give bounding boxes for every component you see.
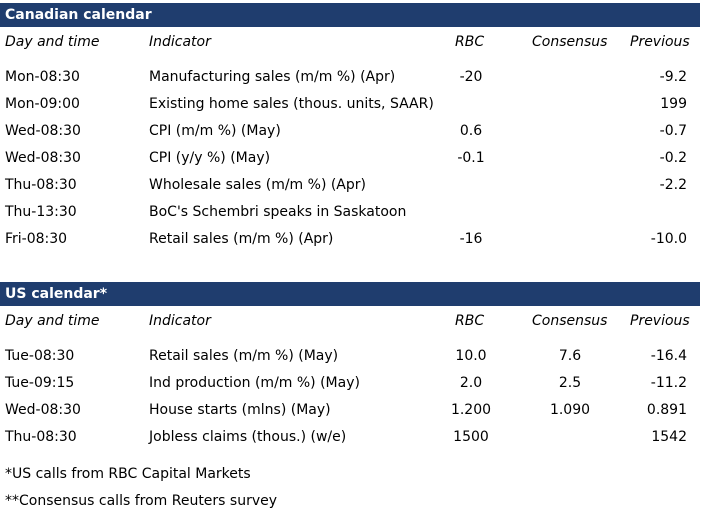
cell-day-time: Tue-09:15 xyxy=(5,375,75,391)
cell-rbc: -0.1 xyxy=(457,150,485,166)
table-row: Thu-08:30 Jobless claims (thous.) (w/e) 15… xyxy=(0,424,703,451)
table-row: Wed-08:30 CPI (y/y %) (May) -0.1 -0.2 xyxy=(0,145,703,172)
cell-indicator: House starts (mlns) (May) xyxy=(149,402,331,418)
header-day-time: Day and time xyxy=(5,313,100,329)
table-row: Wed-08:30 CPI (m/m %) (May) 0.6 -0.7 xyxy=(0,118,703,145)
header-consensus: Consensus xyxy=(532,313,608,329)
header-consensus: Consensus xyxy=(532,34,608,50)
cell-previous: -2.2 xyxy=(659,177,687,193)
cell-day-time: Mon-09:00 xyxy=(5,96,80,112)
cell-indicator: Jobless claims (thous.) (w/e) xyxy=(149,429,347,445)
cell-previous: -0.7 xyxy=(659,123,687,139)
cell-day-time: Fri-08:30 xyxy=(5,231,68,247)
cell-indicator: BoC's Schembri speaks in Saskatoon xyxy=(149,204,407,220)
cell-indicator: Retail sales (m/m %) (Apr) xyxy=(149,231,334,247)
cell-previous: 199 xyxy=(660,96,687,112)
cell-previous: -0.2 xyxy=(659,150,687,166)
cell-previous: -10.0 xyxy=(650,231,687,247)
cell-previous: -11.2 xyxy=(650,375,687,391)
canadian-calendar-header: Day and time Indicator RBC Consensus Pre… xyxy=(0,29,703,56)
cell-previous: 0.891 xyxy=(646,402,687,418)
header-indicator: Indicator xyxy=(149,313,211,329)
cell-previous: -16.4 xyxy=(650,348,687,364)
header-previous: Previous xyxy=(630,34,690,50)
cell-indicator: Retail sales (m/m %) (May) xyxy=(149,348,339,364)
header-previous: Previous xyxy=(630,313,690,329)
cell-indicator: CPI (y/y %) (May) xyxy=(149,150,271,166)
cell-day-time: Wed-08:30 xyxy=(5,402,81,418)
cell-day-time: Mon-08:30 xyxy=(5,69,80,85)
table-row: Wed-08:30 House starts (mlns) (May) 1.200 1… xyxy=(0,397,703,424)
cell-consensus: 2.5 xyxy=(558,375,582,391)
footnote-consensus: **Consensus calls from Reuters survey xyxy=(5,493,278,509)
canadian-calendar-title: Canadian calendar xyxy=(0,3,700,27)
cell-previous: -9.2 xyxy=(659,69,687,85)
table-row: Thu-08:30 Wholesale sales (m/m %) (Apr) -2… xyxy=(0,172,703,199)
cell-day-time: Wed-08:30 xyxy=(5,150,81,166)
header-indicator: Indicator xyxy=(149,34,211,50)
cell-consensus: 1.090 xyxy=(549,402,591,418)
table-row: Fri-08:30 Retail sales (m/m %) (Apr) -16 -1… xyxy=(0,226,703,253)
table-row: Mon-09:00 Existing home sales (thous. uni… xyxy=(0,91,703,118)
cell-consensus: 7.6 xyxy=(558,348,582,364)
cell-day-time: Wed-08:30 xyxy=(5,123,81,139)
cell-rbc: -16 xyxy=(459,231,483,247)
table-row: Thu-13:30 BoC's Schembri speaks in Saskat… xyxy=(0,199,703,226)
cell-day-time: Thu-08:30 xyxy=(5,429,77,445)
cell-indicator: CPI (m/m %) (May) xyxy=(149,123,281,139)
cell-rbc: 2.0 xyxy=(459,375,483,391)
cell-rbc: 0.6 xyxy=(459,123,483,139)
cell-indicator: Wholesale sales (m/m %) (Apr) xyxy=(149,177,366,193)
cell-indicator: Existing home sales (thous. units, SAAR) xyxy=(149,96,434,112)
cell-day-time: Tue-08:30 xyxy=(5,348,75,364)
canadian-calendar-divider xyxy=(0,257,700,258)
cell-rbc: 1500 xyxy=(453,429,489,445)
cell-rbc: -20 xyxy=(459,69,483,85)
cell-day-time: Thu-08:30 xyxy=(5,177,77,193)
cell-rbc: 10.0 xyxy=(455,348,487,364)
footnote-us-calls: *US calls from RBC Capital Markets xyxy=(5,466,251,482)
table-row: Tue-09:15 Ind production (m/m %) (May) 2.0… xyxy=(0,370,703,397)
cell-rbc: 1.200 xyxy=(450,402,492,418)
cell-indicator: Ind production (m/m %) (May) xyxy=(149,375,360,391)
cell-indicator: Manufacturing sales (m/m %) (Apr) xyxy=(149,69,396,85)
us-calendar-title: US calendar* xyxy=(0,282,700,306)
cell-day-time: Thu-13:30 xyxy=(5,204,77,220)
header-rbc: RBC xyxy=(455,313,485,329)
table-row: Mon-08:30 Manufacturing sales (m/m %) (Ap… xyxy=(0,64,703,91)
header-day-time: Day and time xyxy=(5,34,100,50)
header-rbc: RBC xyxy=(455,34,485,50)
cell-previous: 1542 xyxy=(651,429,687,445)
table-row: Tue-08:30 Retail sales (m/m %) (May) 10.0 7… xyxy=(0,343,703,370)
us-calendar-header: Day and time Indicator RBC Consensus Pre… xyxy=(0,308,703,335)
